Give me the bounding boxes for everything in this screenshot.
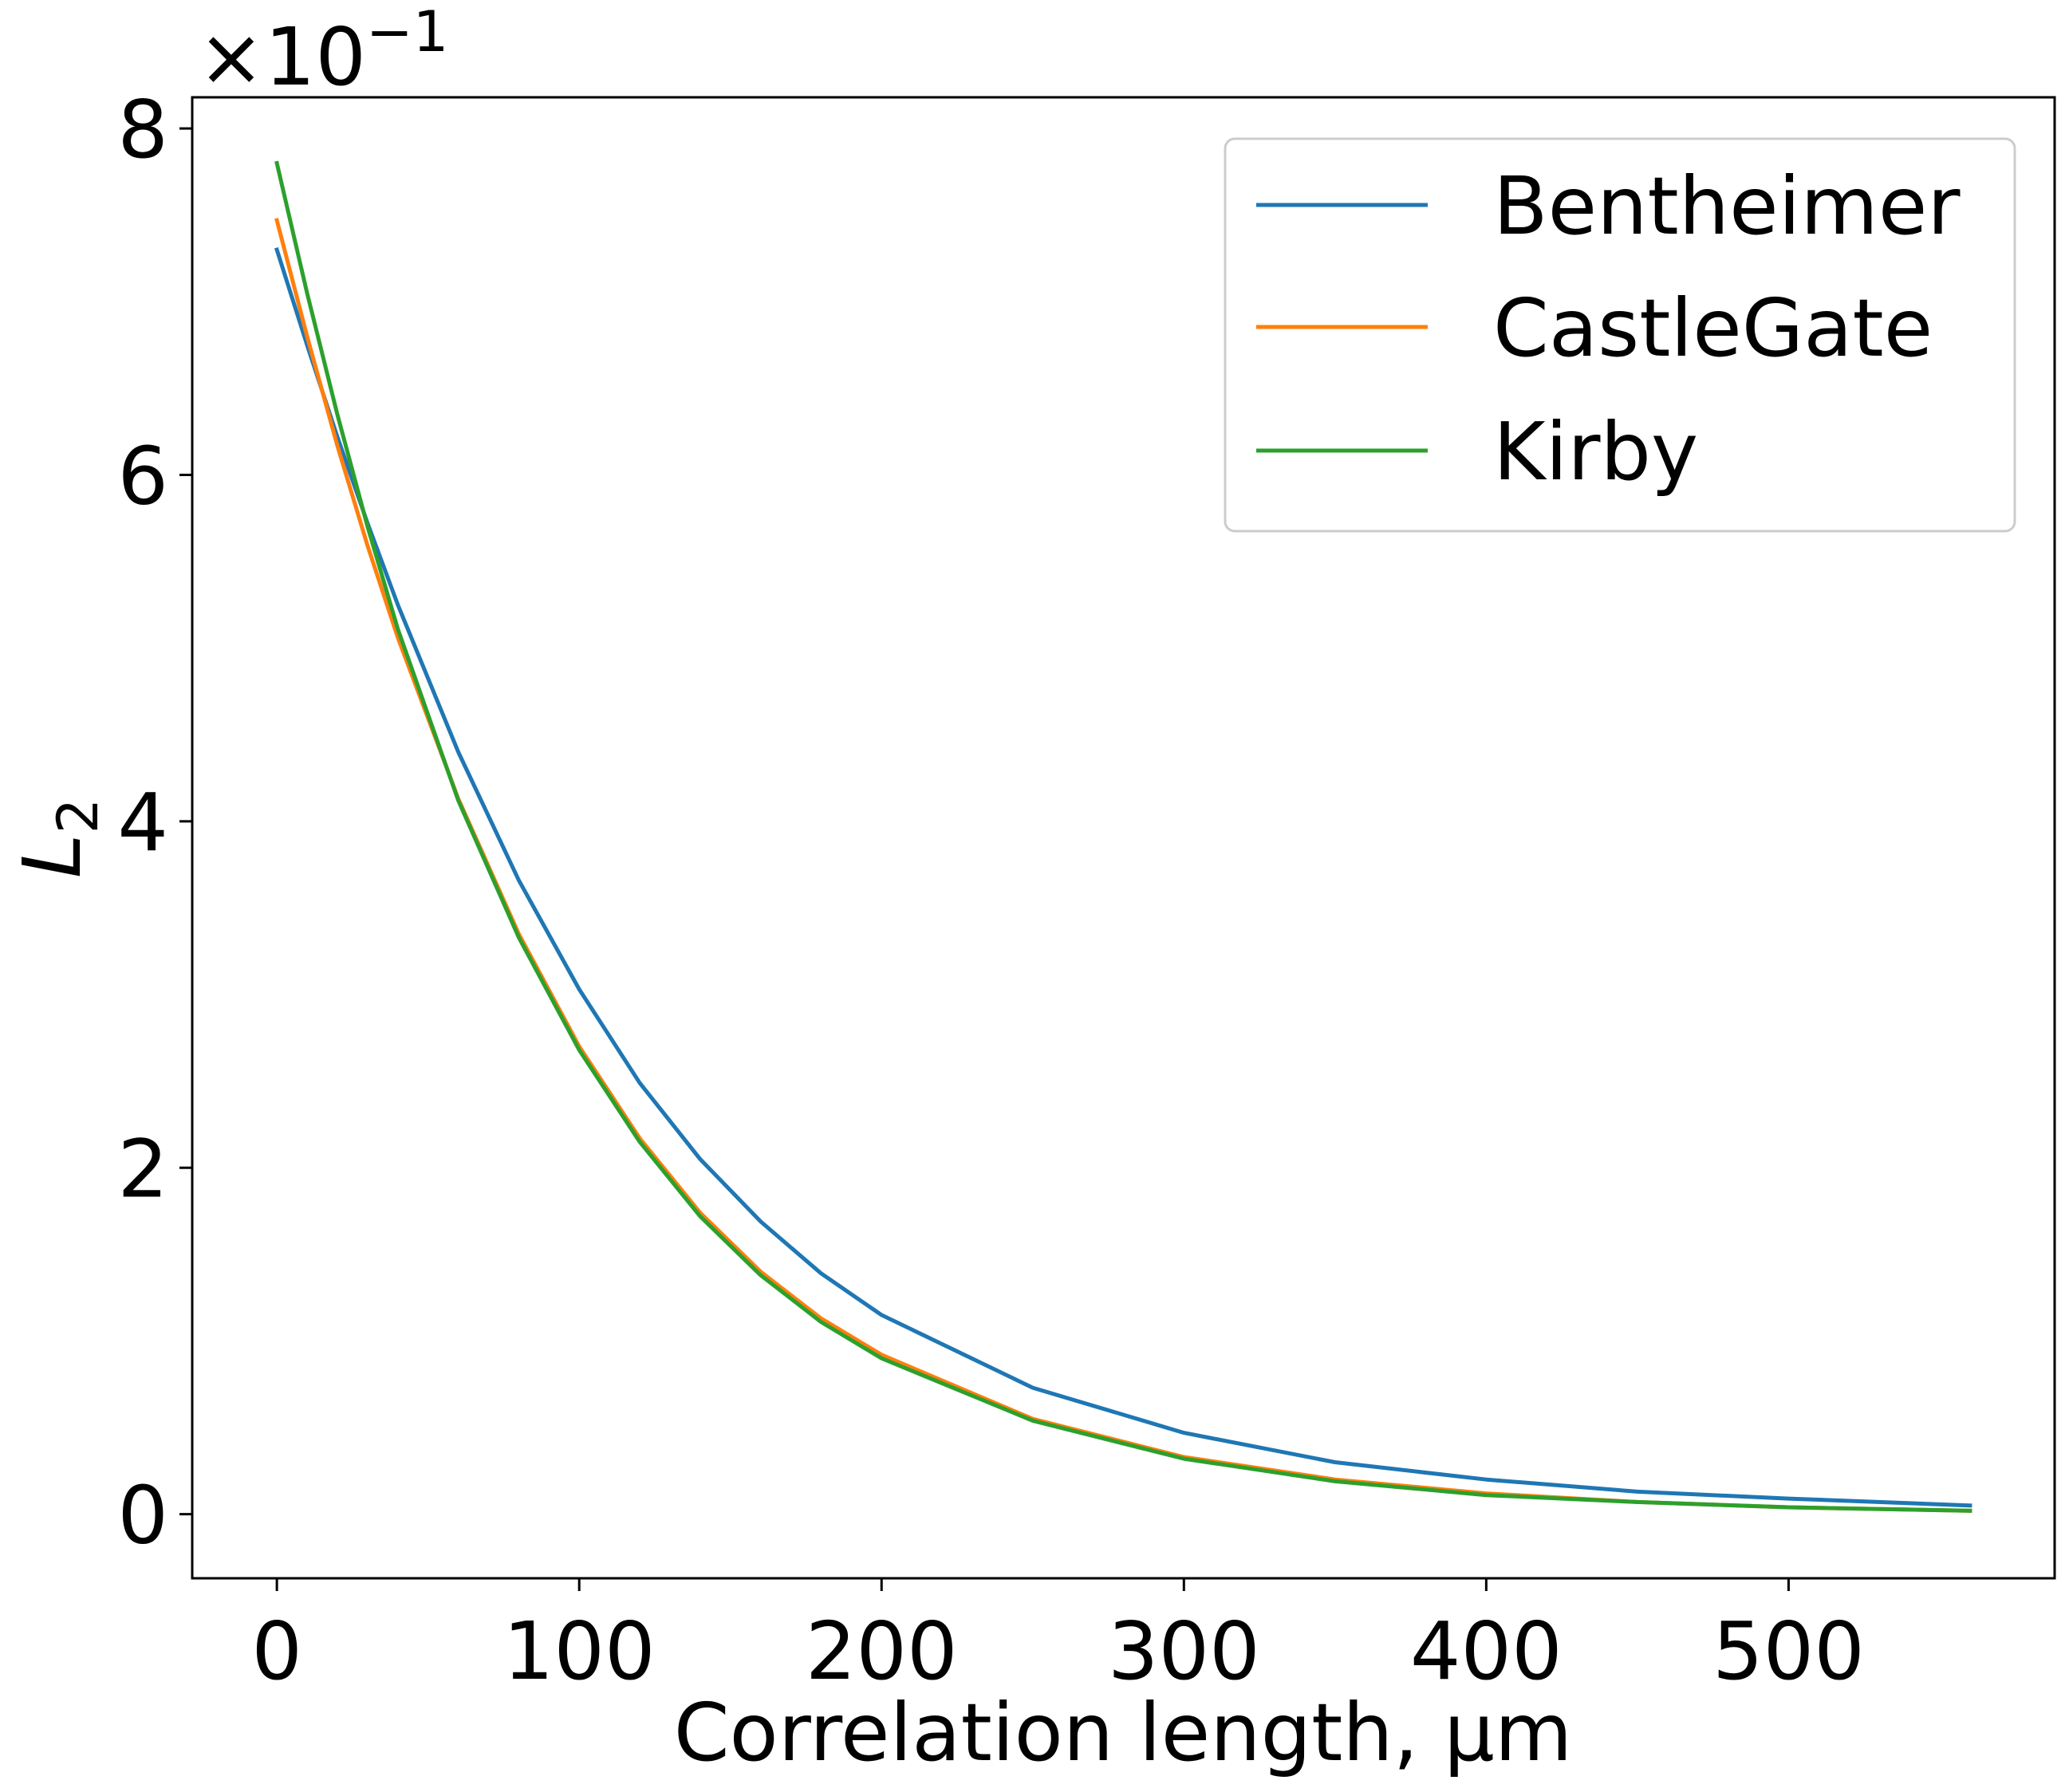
y-axis-title-main: L — [6, 833, 99, 878]
axis-offset-base: ×10 — [198, 10, 366, 104]
series-line-kirby — [274, 160, 1972, 1513]
y-axis-ticks: 0 2 4 6 8 — [117, 83, 192, 1562]
x-tick-label: 500 — [1712, 1605, 1865, 1698]
y-tick-label: 0 — [117, 1469, 168, 1562]
y-axis-title: L2 — [6, 798, 111, 878]
legend-label-kirby: Kirby — [1493, 405, 1698, 498]
x-axis-ticks: 0 100 200 300 400 500 — [251, 1578, 1865, 1698]
y-tick-label: 8 — [117, 83, 168, 176]
x-tick-label: 0 — [251, 1605, 302, 1698]
axis-offset-text: ×10−1 — [198, 0, 448, 104]
y-axis-title-subscript: 2 — [45, 798, 111, 834]
y-tick-label: 2 — [117, 1122, 168, 1215]
plot-frame — [191, 96, 2056, 1580]
x-tick-label: 400 — [1410, 1605, 1563, 1698]
legend: Bentheimer CastleGate Kirby — [1224, 137, 2016, 533]
legend-label-castlegate: CastleGate — [1493, 282, 1933, 375]
x-tick-label: 200 — [806, 1605, 958, 1698]
x-tick-label: 300 — [1108, 1605, 1260, 1698]
x-axis-title: Correlation length, µm — [674, 1686, 1573, 1779]
axis-offset-exponent: −1 — [366, 0, 448, 65]
y-tick-label: 6 — [117, 429, 168, 522]
legend-label-bentheimer: Bentheimer — [1493, 160, 1961, 253]
plot-lines — [274, 160, 1972, 1513]
legend-box — [1224, 137, 2016, 533]
y-tick-label: 4 — [117, 776, 168, 869]
x-tick-label: 100 — [503, 1605, 656, 1698]
